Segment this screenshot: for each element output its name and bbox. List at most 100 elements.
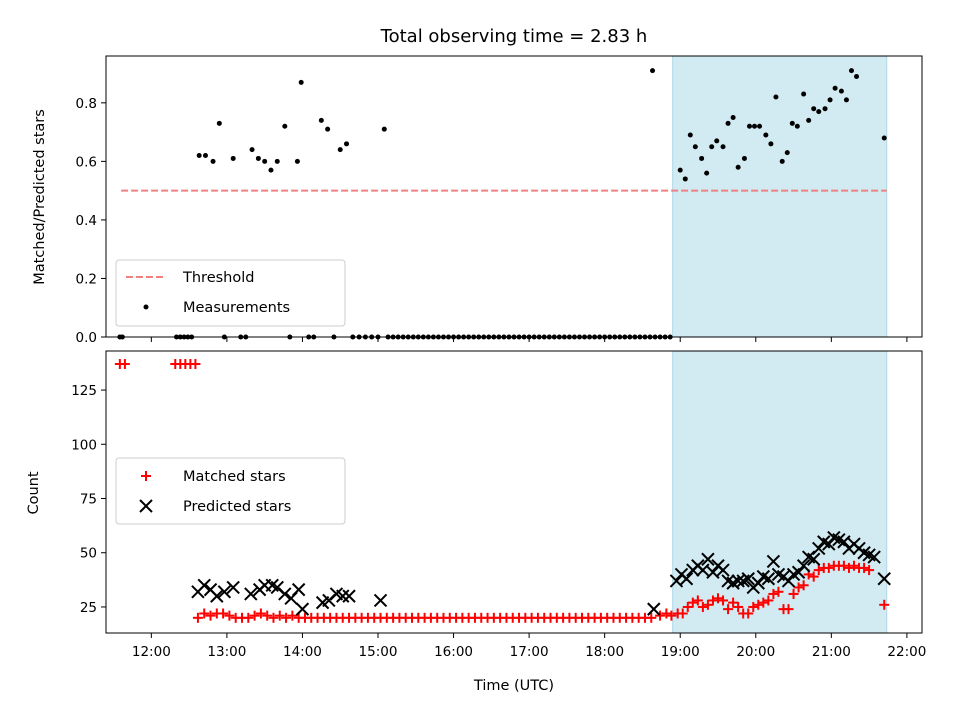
predicted-star-stroke — [270, 580, 284, 595]
measurement-point — [784, 150, 790, 156]
predicted-star-point — [731, 574, 745, 588]
predicted-star-stroke — [342, 589, 356, 603]
matched-star-point — [655, 610, 666, 621]
matched-star-point — [723, 604, 734, 615]
predicted-star-point — [812, 541, 826, 556]
bottom-x-axis-label: Time (UTC) — [473, 678, 554, 694]
matched-star-point — [838, 560, 849, 571]
predicted-star-point — [791, 565, 806, 579]
legend-matched-label: Matched stars — [183, 469, 286, 485]
x-tick-label: 21:00 — [812, 644, 851, 660]
measurement-point — [249, 147, 255, 153]
matched-star-point — [808, 571, 819, 582]
x-tick-label: 12:00 — [132, 644, 171, 660]
predicted-star-stroke — [877, 572, 891, 586]
predicted-star-point — [679, 572, 694, 586]
predicted-star-stroke — [761, 572, 776, 586]
measurement-point — [789, 120, 795, 126]
y-tick-label: 125 — [71, 383, 97, 399]
bottom-panel: 25 50 75 100 125 12:00 13:00 14:00 15:00 16:00 17… — [26, 350, 926, 694]
measurement-point — [337, 147, 343, 153]
top-x-ticks — [150, 337, 908, 342]
measurement-point — [752, 123, 758, 129]
measurement-point — [827, 97, 833, 103]
matched-star-point — [713, 593, 723, 604]
measurement-point — [210, 158, 216, 164]
x-tick-label: 18:00 — [585, 644, 624, 660]
matched-star-point — [190, 359, 201, 370]
x-tick-label: 13:00 — [207, 644, 246, 660]
measurement-point — [794, 123, 800, 129]
matched-star-point — [788, 588, 799, 599]
matched-star-point — [768, 588, 779, 599]
measurement-point — [268, 167, 274, 173]
y-tick-label: 0.2 — [76, 271, 97, 287]
measurement-point — [704, 170, 710, 176]
matched-star-point — [697, 601, 708, 612]
matched-star-point — [718, 595, 729, 606]
measurement-point — [318, 117, 324, 123]
measurement-point — [773, 94, 779, 100]
x-tick-label: 19:00 — [661, 644, 700, 660]
matched-star-point — [849, 560, 859, 571]
predicted-star-stroke — [295, 602, 310, 616]
predicted-star-point — [796, 559, 811, 573]
y-tick-label: 25 — [80, 600, 97, 616]
top-y-axis: 0.0 0.2 0.4 0.6 0.8 — [76, 96, 106, 346]
predicted-star-stroke — [756, 569, 771, 584]
predicted-star-stroke — [679, 572, 694, 586]
predicted-star-point — [741, 572, 755, 586]
measurement-point — [763, 132, 769, 138]
matched-star-point — [646, 612, 657, 623]
matched-star-point — [274, 610, 285, 621]
measurement-point — [202, 153, 208, 159]
measurement-point — [822, 106, 828, 112]
top-axes-frame — [105, 55, 923, 338]
matched-star-point — [224, 610, 235, 621]
x-tick-label: 17:00 — [510, 644, 549, 660]
predicted-star-stroke — [721, 574, 735, 588]
legend-predicted-label: Predicted stars — [183, 499, 291, 515]
predicted-star-stroke — [796, 559, 811, 573]
predicted-star-point — [669, 574, 684, 588]
matched-star-point — [728, 597, 739, 608]
predicted-star-point — [342, 589, 356, 603]
measurement-point — [709, 144, 715, 150]
predicted-star-point — [706, 565, 720, 579]
measurement-point — [881, 135, 887, 141]
predicted-star-stroke — [197, 578, 211, 592]
matched-star-point — [666, 610, 677, 621]
bottom-y-axis: 25 50 75 100 125 — [71, 383, 106, 616]
matched-star-point — [763, 595, 774, 606]
predicted-star-point — [295, 602, 310, 616]
measurement-point — [838, 88, 844, 94]
predicted-star-point — [244, 587, 258, 601]
predicted-star-stroke — [791, 565, 806, 579]
predicted-star-stroke — [771, 567, 786, 582]
legend-threshold-label: Threshold — [182, 270, 254, 286]
y-tick-label: 0.4 — [76, 213, 97, 229]
matched-star-point — [205, 610, 216, 621]
predicted-star-point — [822, 537, 836, 551]
predicted-star-stroke — [832, 533, 846, 547]
matched-star-point — [783, 604, 794, 615]
predicted-star-stroke — [822, 537, 836, 551]
x-tick-label: 16:00 — [434, 644, 473, 660]
legend-measurements-swatch — [143, 304, 149, 310]
matched-star-point — [798, 580, 809, 591]
measurement-point — [757, 123, 763, 129]
matched-star-point — [287, 610, 298, 621]
measurement-point — [735, 164, 741, 170]
predicted-star-stroke — [696, 563, 710, 577]
predicted-star-stroke — [217, 585, 232, 599]
predicted-star-point — [278, 587, 292, 601]
predicted-star-stroke — [812, 541, 826, 556]
y-tick-label: 50 — [80, 546, 97, 562]
predicted-star-stroke — [336, 589, 350, 603]
top-y-axis-label: Matched/Predicted stars — [32, 109, 48, 285]
matched-star-point — [743, 608, 754, 619]
matched-star-point — [813, 565, 824, 576]
measurement-point — [687, 132, 693, 138]
measurement-point — [381, 126, 387, 132]
matched-star-point — [843, 562, 854, 573]
